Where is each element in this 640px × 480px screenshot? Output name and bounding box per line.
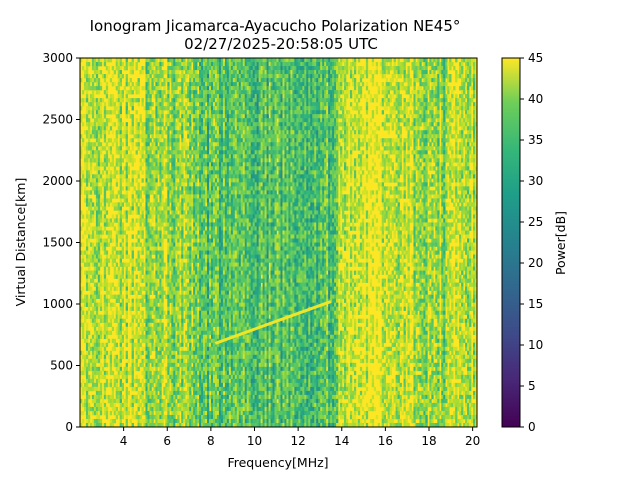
y-tick-label: 0 (65, 420, 73, 434)
colorbar (501, 57, 521, 428)
chart-title-line2: 02/27/2025-20:58:05 UTC (184, 35, 378, 53)
x-axis-label: Frequency[MHz] (227, 455, 328, 470)
y-tick-label: 1500 (42, 236, 73, 250)
x-tick-label: 20 (465, 434, 480, 448)
colorbar-tick-label: 30 (528, 174, 543, 188)
y-tick-label: 2000 (42, 174, 73, 188)
colorbar-tick-label: 35 (528, 133, 543, 147)
colorbar-tick-label: 15 (528, 297, 543, 311)
x-tick-label: 16 (378, 434, 393, 448)
y-axis-label: Virtual Distance[km] (13, 178, 28, 307)
colorbar-ticks: 0 5 10 15 20 25 30 35 40 45 (520, 51, 543, 434)
echo-trace (214, 300, 332, 345)
x-axis-ticks: 4 6 8 10 12 14 16 18 20 (120, 427, 480, 448)
colorbar-tick-label: 5 (528, 379, 536, 393)
chart-title-line1: Ionogram Jicamarca-Ayacucho Polarization… (90, 17, 461, 35)
colorbar-tick-label: 45 (528, 51, 543, 65)
y-axis-ticks: 0 500 1000 1500 2000 2500 3000 (42, 51, 80, 434)
colorbar-label: Power[dB] (553, 211, 568, 275)
colorbar-tick-label: 40 (528, 92, 543, 106)
y-tick-label: 2500 (42, 113, 73, 127)
colorbar-tick-label: 10 (528, 338, 543, 352)
x-tick-label: 12 (290, 434, 305, 448)
colorbar-tick-label: 20 (528, 256, 543, 270)
x-tick-label: 14 (334, 434, 349, 448)
y-tick-label: 500 (50, 359, 73, 373)
x-tick-label: 8 (207, 434, 215, 448)
colorbar-tick-label: 25 (528, 215, 543, 229)
colorbar-tick-label: 0 (528, 420, 536, 434)
y-tick-label: 1000 (42, 297, 73, 311)
x-tick-label: 18 (421, 434, 436, 448)
x-tick-label: 10 (247, 434, 262, 448)
x-tick-label: 6 (163, 434, 171, 448)
heatmap-image (80, 58, 477, 427)
y-tick-label: 3000 (42, 51, 73, 65)
x-tick-label: 4 (120, 434, 128, 448)
